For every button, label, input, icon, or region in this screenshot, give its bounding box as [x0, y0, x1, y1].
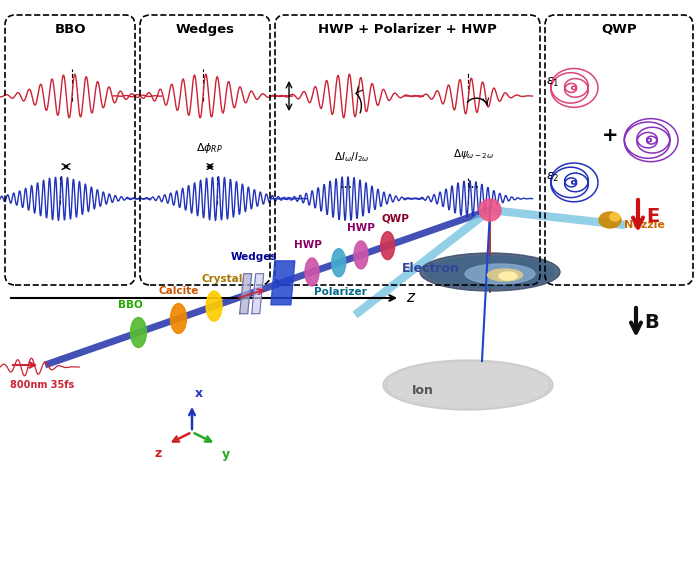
Text: BBO: BBO — [118, 300, 143, 310]
Ellipse shape — [388, 363, 548, 407]
Text: Wedges: Wedges — [176, 23, 234, 36]
Polygon shape — [252, 274, 264, 314]
Text: QWP: QWP — [601, 23, 637, 36]
Text: BBO: BBO — [55, 23, 85, 36]
Ellipse shape — [354, 241, 368, 269]
Text: z: z — [155, 447, 162, 460]
Text: HWP: HWP — [294, 240, 322, 250]
Text: Crystal: Crystal — [202, 274, 243, 284]
Ellipse shape — [425, 256, 555, 288]
Text: QWP: QWP — [382, 213, 409, 224]
Ellipse shape — [479, 199, 501, 221]
Text: E: E — [646, 206, 659, 226]
Ellipse shape — [383, 360, 553, 410]
Text: HWP: HWP — [347, 223, 375, 233]
Text: $\varepsilon_1$: $\varepsilon_1$ — [546, 77, 560, 89]
Text: $\varepsilon_2$: $\varepsilon_2$ — [546, 171, 560, 184]
Text: x: x — [195, 387, 203, 400]
Polygon shape — [239, 274, 252, 314]
Ellipse shape — [610, 213, 620, 221]
Ellipse shape — [206, 291, 222, 321]
Text: 800nm 35fs: 800nm 35fs — [10, 380, 74, 390]
Text: $\Delta\psi_{\omega-2\omega}$: $\Delta\psi_{\omega-2\omega}$ — [453, 147, 494, 161]
Text: ...: ... — [340, 176, 353, 191]
Ellipse shape — [171, 303, 186, 334]
Text: Polarizer: Polarizer — [314, 287, 367, 297]
Text: +: + — [602, 126, 618, 144]
Text: Ion: Ion — [412, 383, 434, 397]
Ellipse shape — [487, 269, 522, 281]
Text: y: y — [222, 448, 230, 461]
Ellipse shape — [420, 253, 560, 291]
Text: Calcite: Calcite — [158, 287, 199, 296]
Text: $\Delta\phi_{RP}$: $\Delta\phi_{RP}$ — [197, 140, 223, 155]
Text: ...: ... — [467, 176, 480, 191]
Text: z: z — [406, 291, 414, 306]
Text: HWP + Polarizer + HWP: HWP + Polarizer + HWP — [318, 23, 497, 36]
Ellipse shape — [499, 272, 517, 280]
Polygon shape — [271, 261, 295, 305]
Ellipse shape — [381, 231, 395, 260]
Ellipse shape — [305, 258, 319, 286]
Ellipse shape — [332, 249, 346, 277]
Ellipse shape — [465, 264, 535, 284]
Ellipse shape — [130, 317, 146, 347]
Text: Nozzle: Nozzle — [624, 220, 665, 230]
Text: $\Delta I_\omega/I_{2\omega}$: $\Delta I_\omega/I_{2\omega}$ — [334, 150, 370, 164]
Text: Electron: Electron — [402, 263, 460, 276]
Ellipse shape — [599, 212, 621, 228]
Text: B: B — [644, 314, 659, 332]
Text: Wedges: Wedges — [230, 252, 277, 262]
